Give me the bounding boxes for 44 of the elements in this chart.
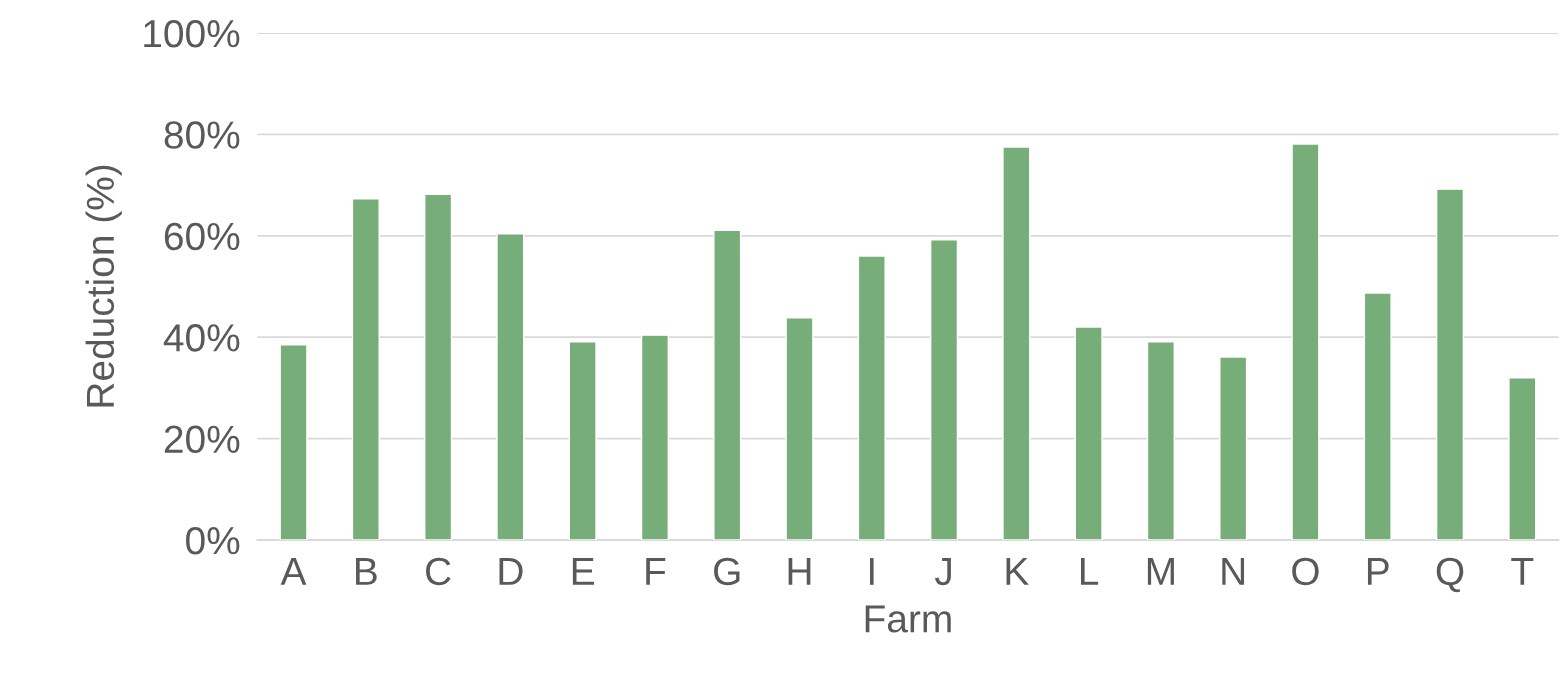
x-tick-label: D	[499, 558, 523, 585]
x-tick-label: O	[1292, 557, 1319, 586]
x-tick-label: K	[1006, 558, 1029, 585]
y-tick-label: 60%	[164, 222, 240, 251]
x-tick-label: T	[1511, 558, 1534, 585]
x-tick-label: Q	[1436, 557, 1464, 593]
x-tick-label: A	[280, 558, 307, 585]
bar	[713, 229, 742, 540]
bar	[351, 198, 380, 540]
x-tick-label: I	[869, 558, 874, 585]
x-tick-label: P	[1367, 558, 1389, 585]
y-tick-label: 0%	[186, 526, 240, 555]
bar	[1291, 143, 1320, 540]
bar	[496, 233, 525, 540]
x-tick-label: G	[714, 557, 740, 586]
x-tick-label: C	[426, 557, 451, 586]
x-tick-label: E	[572, 558, 594, 585]
bar	[929, 239, 959, 540]
y-tick-label: 40%	[163, 324, 240, 352]
x-tick-label: L	[1081, 558, 1099, 585]
x-tick-label: M	[1147, 558, 1174, 585]
y-tick-label: 20%	[164, 425, 240, 454]
bar	[1002, 146, 1031, 540]
bar	[785, 317, 814, 540]
bar	[279, 344, 308, 540]
bar	[1146, 341, 1175, 540]
bar	[640, 334, 670, 540]
bar	[1508, 377, 1537, 540]
x-axis-title: Farm	[865, 605, 951, 633]
bar	[1435, 188, 1465, 540]
x-tick-label: H	[788, 558, 811, 585]
bar	[568, 341, 597, 540]
bar	[857, 255, 886, 540]
x-tick-label: N	[1222, 558, 1245, 585]
y-axis-title: Reduction (%)	[85, 165, 122, 407]
y-tick-label: 80%	[164, 121, 240, 149]
bar	[1363, 292, 1392, 540]
bar	[1219, 356, 1248, 540]
x-tick-label: B	[356, 558, 377, 585]
x-tick-label: F	[646, 558, 666, 585]
bar	[424, 193, 453, 540]
bar	[1074, 326, 1103, 540]
y-tick-label: 100%	[144, 19, 240, 48]
x-tick-label: J	[934, 558, 951, 586]
